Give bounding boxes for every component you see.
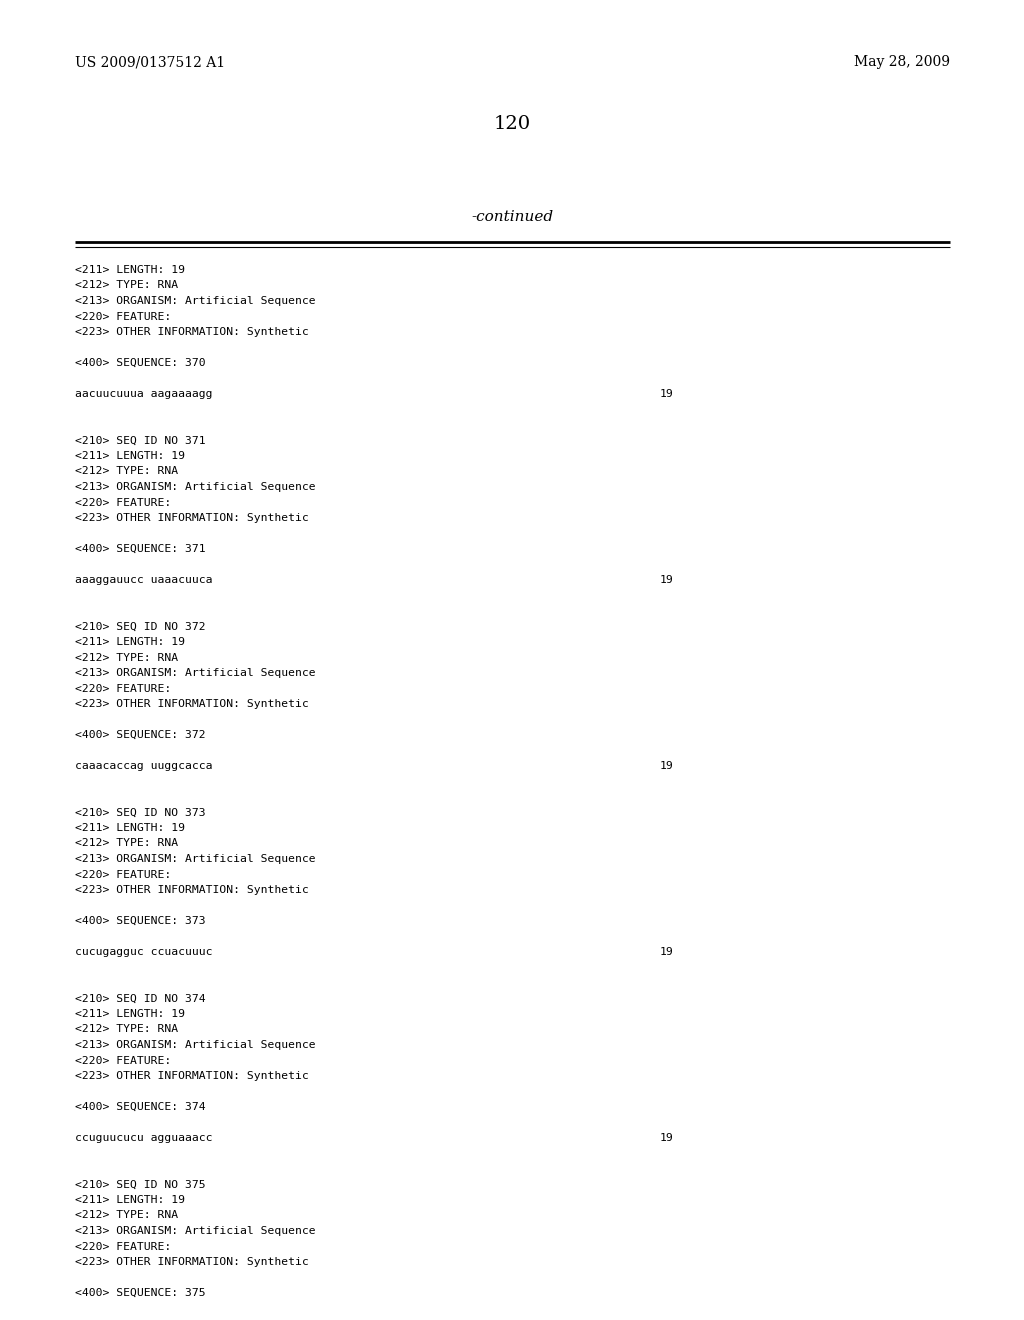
Text: <211> LENGTH: 19: <211> LENGTH: 19	[75, 451, 185, 461]
Text: <220> FEATURE:: <220> FEATURE:	[75, 870, 171, 879]
Text: <220> FEATURE:: <220> FEATURE:	[75, 684, 171, 693]
Text: <220> FEATURE:: <220> FEATURE:	[75, 1242, 171, 1251]
Text: <210> SEQ ID NO 373: <210> SEQ ID NO 373	[75, 808, 206, 817]
Text: <211> LENGTH: 19: <211> LENGTH: 19	[75, 822, 185, 833]
Text: 19: 19	[660, 1133, 674, 1143]
Text: <213> ORGANISM: Artificial Sequence: <213> ORGANISM: Artificial Sequence	[75, 1040, 315, 1049]
Text: <400> SEQUENCE: 375: <400> SEQUENCE: 375	[75, 1288, 206, 1298]
Text: <210> SEQ ID NO 374: <210> SEQ ID NO 374	[75, 994, 206, 1003]
Text: <213> ORGANISM: Artificial Sequence: <213> ORGANISM: Artificial Sequence	[75, 1226, 315, 1236]
Text: <400> SEQUENCE: 373: <400> SEQUENCE: 373	[75, 916, 206, 927]
Text: <213> ORGANISM: Artificial Sequence: <213> ORGANISM: Artificial Sequence	[75, 296, 315, 306]
Text: <220> FEATURE:: <220> FEATURE:	[75, 1056, 171, 1065]
Text: <212> TYPE: RNA: <212> TYPE: RNA	[75, 466, 178, 477]
Text: <220> FEATURE:: <220> FEATURE:	[75, 498, 171, 507]
Text: <212> TYPE: RNA: <212> TYPE: RNA	[75, 838, 178, 849]
Text: <212> TYPE: RNA: <212> TYPE: RNA	[75, 1210, 178, 1221]
Text: 120: 120	[494, 115, 530, 133]
Text: <213> ORGANISM: Artificial Sequence: <213> ORGANISM: Artificial Sequence	[75, 668, 315, 678]
Text: <400> SEQUENCE: 371: <400> SEQUENCE: 371	[75, 544, 206, 554]
Text: <210> SEQ ID NO 375: <210> SEQ ID NO 375	[75, 1180, 206, 1189]
Text: <212> TYPE: RNA: <212> TYPE: RNA	[75, 1024, 178, 1035]
Text: <400> SEQUENCE: 374: <400> SEQUENCE: 374	[75, 1102, 206, 1111]
Text: <400> SEQUENCE: 370: <400> SEQUENCE: 370	[75, 358, 206, 368]
Text: caaacaccag uuggcacca: caaacaccag uuggcacca	[75, 762, 213, 771]
Text: <400> SEQUENCE: 372: <400> SEQUENCE: 372	[75, 730, 206, 741]
Text: cucugagguc ccuacuuuc: cucugagguc ccuacuuuc	[75, 946, 213, 957]
Text: aaaggauucc uaaacuuca: aaaggauucc uaaacuuca	[75, 576, 213, 585]
Text: 19: 19	[660, 762, 674, 771]
Text: <212> TYPE: RNA: <212> TYPE: RNA	[75, 281, 178, 290]
Text: <211> LENGTH: 19: <211> LENGTH: 19	[75, 265, 185, 275]
Text: 19: 19	[660, 576, 674, 585]
Text: <223> OTHER INFORMATION: Synthetic: <223> OTHER INFORMATION: Synthetic	[75, 884, 309, 895]
Text: <223> OTHER INFORMATION: Synthetic: <223> OTHER INFORMATION: Synthetic	[75, 1071, 309, 1081]
Text: <213> ORGANISM: Artificial Sequence: <213> ORGANISM: Artificial Sequence	[75, 482, 315, 492]
Text: <211> LENGTH: 19: <211> LENGTH: 19	[75, 1195, 185, 1205]
Text: ccuguucucu agguaaacc: ccuguucucu agguaaacc	[75, 1133, 213, 1143]
Text: 19: 19	[660, 389, 674, 399]
Text: <213> ORGANISM: Artificial Sequence: <213> ORGANISM: Artificial Sequence	[75, 854, 315, 865]
Text: 19: 19	[660, 946, 674, 957]
Text: <223> OTHER INFORMATION: Synthetic: <223> OTHER INFORMATION: Synthetic	[75, 513, 309, 523]
Text: <220> FEATURE:: <220> FEATURE:	[75, 312, 171, 322]
Text: <212> TYPE: RNA: <212> TYPE: RNA	[75, 652, 178, 663]
Text: May 28, 2009: May 28, 2009	[854, 55, 950, 69]
Text: <211> LENGTH: 19: <211> LENGTH: 19	[75, 1008, 185, 1019]
Text: <223> OTHER INFORMATION: Synthetic: <223> OTHER INFORMATION: Synthetic	[75, 327, 309, 337]
Text: aacuucuuua aagaaaagg: aacuucuuua aagaaaagg	[75, 389, 213, 399]
Text: <223> OTHER INFORMATION: Synthetic: <223> OTHER INFORMATION: Synthetic	[75, 1257, 309, 1267]
Text: <223> OTHER INFORMATION: Synthetic: <223> OTHER INFORMATION: Synthetic	[75, 700, 309, 709]
Text: <210> SEQ ID NO 372: <210> SEQ ID NO 372	[75, 622, 206, 631]
Text: US 2009/0137512 A1: US 2009/0137512 A1	[75, 55, 225, 69]
Text: <211> LENGTH: 19: <211> LENGTH: 19	[75, 638, 185, 647]
Text: -continued: -continued	[471, 210, 553, 224]
Text: <210> SEQ ID NO 371: <210> SEQ ID NO 371	[75, 436, 206, 445]
